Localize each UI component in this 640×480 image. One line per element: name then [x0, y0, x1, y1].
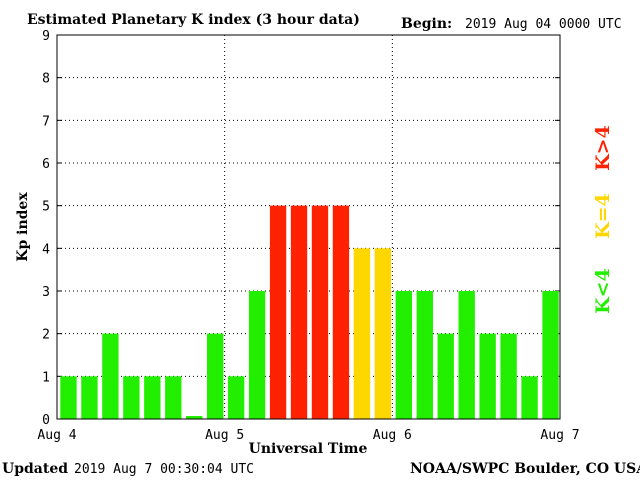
kp-bar — [60, 376, 77, 419]
kp-bar — [332, 205, 350, 419]
kp-bar — [416, 291, 433, 419]
y-tick-label: 8 — [42, 72, 50, 87]
kp-bar — [269, 205, 287, 419]
kp-bar — [479, 333, 496, 419]
source-credit: NOAA/SWPC Boulder, CO USA — [410, 461, 640, 477]
plot-frame — [56, 34, 561, 420]
begin-label: Begin: — [401, 16, 452, 32]
legend-equal-4: K=4 — [592, 193, 614, 239]
kp-bar — [521, 376, 538, 419]
kp-bar — [395, 291, 412, 419]
chart-title: Estimated Planetary K index (3 hour data… — [27, 12, 360, 28]
y-tick-label: 1 — [42, 370, 50, 385]
y-tick-label: 5 — [42, 200, 50, 215]
legend-above-4: K>4 — [592, 125, 614, 171]
y-tick-label: 3 — [42, 285, 50, 300]
x-tick-label: Aug 5 — [205, 428, 244, 443]
updated-value: 2019 Aug 7 00:30:04 UTC — [74, 462, 254, 477]
kp-bar — [144, 376, 161, 419]
y-axis-title: Kp index — [15, 192, 31, 262]
updated-label: Updated — [2, 461, 68, 477]
kp-bar — [500, 333, 517, 419]
kp-bar — [81, 376, 98, 419]
x-tick-labels: Aug 4 Aug 5 Aug 6 Aug 7 — [37, 428, 579, 443]
bars-group — [60, 205, 559, 419]
y-tick-label: 2 — [42, 328, 50, 343]
legend: K>4 K=4 K<4 — [592, 125, 614, 314]
kp-bar — [542, 291, 559, 419]
kp-bar — [165, 376, 182, 419]
y-tick-label: 6 — [42, 157, 50, 172]
y-tick-label: 0 — [42, 413, 50, 428]
y-tick-label: 4 — [42, 242, 50, 257]
y-tick-labels: 0 1 2 3 4 5 6 7 8 9 — [42, 29, 50, 428]
kp-bar — [290, 205, 308, 419]
kp-bar — [458, 291, 475, 419]
x-tick-label: Aug 4 — [37, 428, 76, 443]
kp-bar — [123, 376, 140, 419]
x-tick-label: Aug 6 — [373, 428, 412, 443]
begin-value: 2019 Aug 04 0000 UTC — [465, 17, 622, 32]
x-axis-title: Universal Time — [249, 441, 368, 457]
kp-bar — [102, 333, 119, 419]
kp-bar — [207, 333, 224, 419]
kp-bar — [353, 248, 371, 419]
kp-bar — [437, 333, 454, 419]
kp-bar — [186, 416, 203, 419]
kp-bar — [227, 376, 245, 419]
kp-bar — [311, 205, 329, 419]
x-tick-label: Aug 7 — [540, 428, 579, 443]
legend-below-4: K<4 — [592, 268, 614, 314]
kp-bar — [374, 248, 392, 419]
kp-bar — [248, 291, 266, 419]
y-tick-label: 7 — [42, 114, 50, 129]
y-tick-label: 9 — [42, 29, 50, 44]
